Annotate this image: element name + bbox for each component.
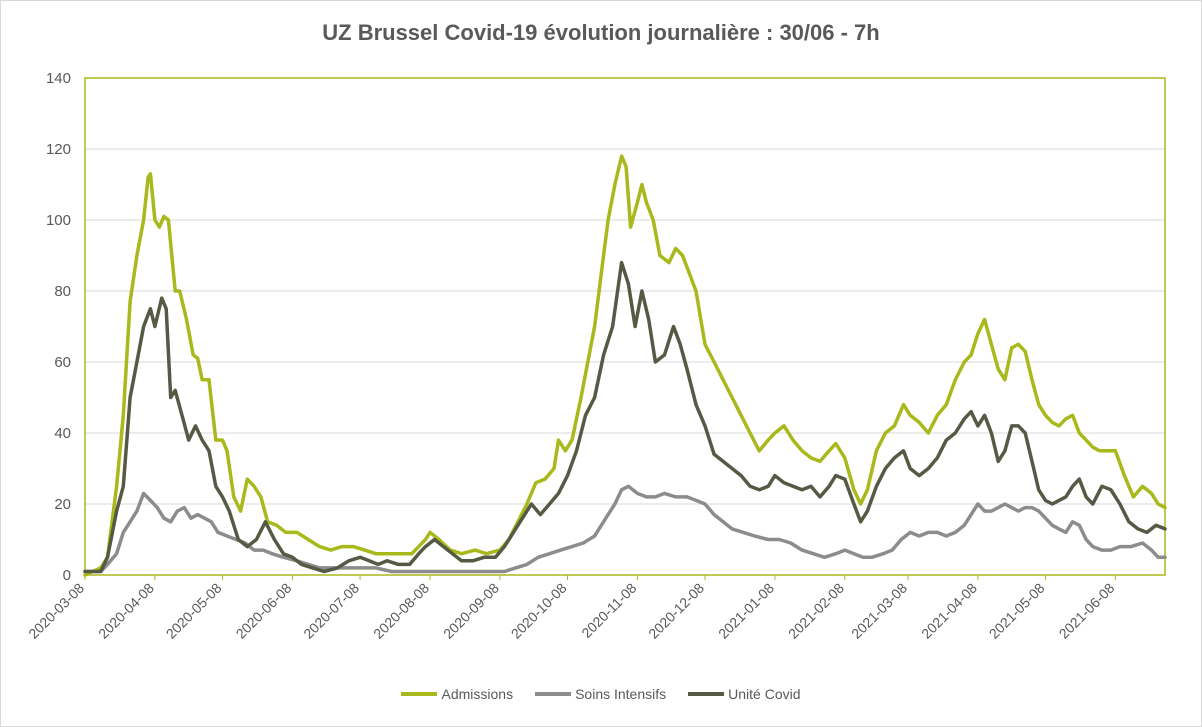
series-line-soins-intensifs	[83, 484, 1167, 574]
chart-legend: Admissions Soins Intensifs Unité Covid	[0, 686, 1202, 702]
legend-swatch-admissions	[401, 692, 438, 696]
y-tick-label: 140	[46, 70, 71, 87]
x-tick-label: 2021-01-08	[715, 580, 777, 642]
y-tick-label: 20	[54, 496, 71, 513]
y-tick-label: 60	[54, 354, 71, 371]
x-tick-label: 2020-04-08	[95, 580, 157, 642]
series-line-admissions	[83, 154, 1167, 577]
x-tick-label: 2020-03-08	[25, 580, 87, 642]
x-tick-label: 2020-11-08	[578, 580, 639, 641]
y-tick-label: 80	[54, 283, 71, 300]
x-tick-label: 2020-06-08	[233, 580, 295, 642]
plot-border	[84, 77, 1166, 576]
x-tick-label: 2021-02-08	[785, 580, 847, 642]
legend-swatch-soins-intensifs	[535, 692, 572, 696]
legend-swatch-unite-covid	[688, 692, 725, 696]
legend-item-admissions: Admissions	[401, 686, 513, 702]
y-tick-label: 0	[63, 567, 71, 584]
legend-item-unite-covid: Unité Covid	[688, 686, 801, 702]
legend-label-unite-covid: Unité Covid	[728, 686, 801, 702]
x-tick-label: 2021-03-08	[848, 580, 910, 642]
series-line-unite-covid	[83, 260, 1167, 574]
x-tick-label: 2020-08-08	[370, 580, 432, 642]
legend-label-admissions: Admissions	[441, 686, 514, 702]
y-tick-label: 120	[46, 141, 71, 158]
x-tick-label: 2020-05-08	[163, 580, 225, 642]
x-tick-label: 2020-10-08	[508, 580, 570, 642]
legend-item-soins-intensifs: Soins Intensifs	[535, 686, 666, 702]
x-tick-label: 2020-07-08	[300, 580, 362, 642]
y-tick-label: 40	[54, 425, 71, 442]
x-tick-label: 2020-09-08	[440, 580, 502, 642]
legend-label-soins-intensifs: Soins Intensifs	[575, 686, 667, 702]
chart-title: UZ Brussel Covid-19 évolution journalièr…	[322, 20, 880, 45]
x-tick-label: 2021-06-08	[1056, 580, 1118, 642]
x-tick-label: 2021-04-08	[918, 580, 980, 642]
y-tick-label: 100	[46, 212, 71, 229]
x-tick-label: 2021-05-08	[986, 580, 1048, 642]
x-tick-label: 2020-12-08	[645, 580, 707, 642]
